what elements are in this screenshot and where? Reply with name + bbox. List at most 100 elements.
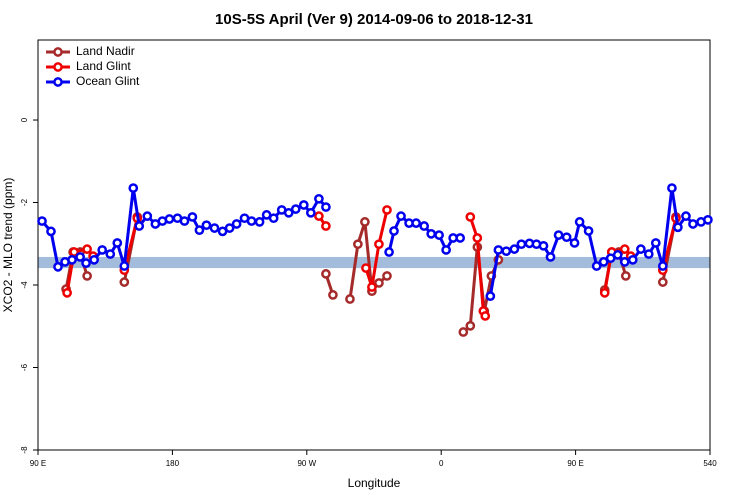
data-point (465, 320, 476, 331)
data-point (75, 252, 85, 262)
data-point (681, 211, 691, 221)
data-point (128, 183, 139, 193)
y-tick-label: 0 (20, 117, 29, 122)
data-point (493, 245, 504, 255)
data-point (290, 204, 301, 214)
x-tick-label: 90 W (297, 459, 316, 468)
data-point (458, 327, 469, 337)
data-point (119, 261, 130, 271)
legend-label: Land Glint (76, 59, 131, 73)
data-point (360, 217, 370, 227)
data-point (591, 261, 602, 271)
data-point (627, 254, 638, 265)
data-point (382, 205, 392, 215)
data-point (657, 277, 668, 287)
data-point (67, 254, 77, 265)
data-point (382, 271, 392, 281)
data-point (164, 214, 175, 224)
data-point (201, 220, 212, 231)
data-point (82, 244, 92, 254)
data-point (569, 238, 580, 248)
data-point (485, 291, 496, 301)
data-point (105, 249, 116, 259)
data-point (46, 226, 56, 237)
legend-marker (53, 62, 63, 72)
data-point (224, 223, 235, 233)
data-point (396, 211, 406, 221)
y-tick-label: -8 (20, 446, 29, 454)
data-point (209, 223, 220, 233)
data-point (231, 219, 242, 229)
data-point (574, 217, 585, 227)
data-point (501, 246, 512, 257)
x-tick-label: 540 (703, 459, 717, 468)
data-point (620, 271, 631, 281)
data-point (657, 261, 668, 271)
data-point (389, 226, 399, 236)
data-point (612, 250, 623, 260)
data-point (321, 202, 331, 212)
data-point (82, 271, 92, 281)
data-point (509, 244, 520, 254)
data-point (134, 221, 145, 231)
data-point (703, 214, 713, 225)
data-point (119, 277, 130, 287)
data-point (353, 239, 363, 250)
chart-title: 10S-5S April (Ver 9) 2014-09-06 to 2018-… (215, 11, 533, 28)
data-point (650, 238, 661, 248)
data-point (268, 213, 279, 224)
data-point (374, 239, 384, 250)
data-point (619, 244, 630, 254)
data-point (254, 217, 265, 227)
data-point (545, 252, 556, 262)
data-point (361, 263, 371, 273)
data-point (598, 257, 609, 267)
data-point (553, 230, 564, 240)
reference-band (38, 256, 710, 269)
data-point (538, 240, 549, 251)
x-axis-label: Longitude (348, 476, 401, 490)
data-point (441, 245, 451, 255)
series-line (64, 216, 678, 334)
data-point (37, 216, 47, 226)
x-tick-label: 90 E (567, 459, 583, 468)
data-point (62, 287, 72, 298)
x-tick-label: 0 (439, 459, 444, 468)
data-point (455, 233, 466, 243)
y-tick-label: -6 (20, 363, 29, 371)
data-point (367, 282, 377, 292)
data-point (179, 216, 190, 226)
data-point (411, 218, 421, 228)
data-point (472, 233, 483, 243)
legend-label: Ocean Glint (76, 74, 140, 88)
data-point (465, 212, 476, 222)
data-point (305, 207, 316, 218)
data-point (426, 229, 437, 239)
legend-label: Land Nadir (76, 44, 135, 58)
data-point (314, 193, 324, 204)
data-point (283, 207, 294, 218)
data-point (384, 247, 394, 257)
data-point (583, 226, 594, 236)
data-point (374, 278, 384, 288)
data-point (434, 230, 444, 240)
data-point (142, 211, 153, 221)
data-point (321, 221, 331, 231)
y-axis-label: XCO2 - MLO trend (ppm) (1, 178, 15, 313)
plot-frame (37, 39, 711, 451)
data-point (667, 183, 677, 193)
x-tick-label: 180 (166, 459, 180, 468)
data-point (187, 212, 198, 222)
legend-marker (53, 47, 63, 57)
data-point (194, 225, 205, 236)
data-point (643, 249, 654, 259)
series-line (65, 209, 678, 317)
data-point (97, 245, 108, 255)
data-point (516, 239, 527, 250)
data-point (314, 211, 324, 221)
data-point (321, 269, 331, 279)
y-tick-label: -2 (20, 198, 29, 206)
data-point (688, 219, 698, 229)
data-point (480, 311, 491, 321)
